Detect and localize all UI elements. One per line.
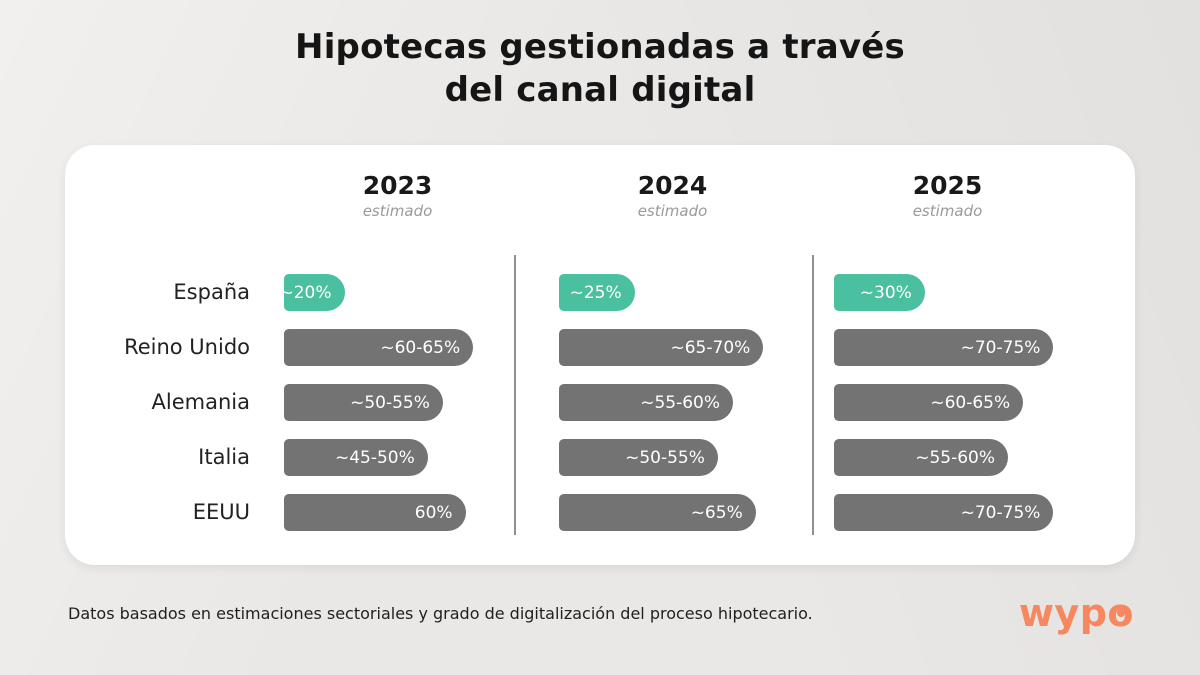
logo-eye-dot (1117, 609, 1125, 617)
year-subtitle: estimado (912, 202, 983, 220)
bar-2024-eeuu: ~65% (559, 494, 756, 531)
column-divider-2 (812, 255, 814, 535)
year-label: 2023 (362, 171, 433, 200)
labels-column: España Reino Unido Alemania Italia EEUU (105, 171, 270, 540)
bar-row-2025-alemania: ~60-65% (834, 375, 1061, 430)
bar-2023-alemania: ~50-55% (284, 384, 443, 421)
bar-2023-italia: ~45-50% (284, 439, 428, 476)
brand-logo: wypo (1019, 594, 1134, 632)
footnote: Datos basados en estimaciones sectoriale… (68, 603, 813, 623)
bar-row-2024-italia: ~50-55% (559, 430, 786, 485)
year-label: 2024 (637, 171, 708, 200)
page-title: Hipotecas gestionadas a través del canal… (0, 0, 1200, 112)
bar-2025-eeuu: ~70-75% (834, 494, 1054, 531)
bar-2023-eeuu: 60% (284, 494, 466, 531)
bar-2024-alemania: ~55-60% (559, 384, 734, 421)
bar-row-2025-italia: ~55-60% (834, 430, 1061, 485)
bar-2024-espana: ~25% (559, 274, 635, 311)
labels-header-spacer (105, 171, 270, 265)
footer: Datos basados en estimaciones sectoriale… (68, 594, 1134, 632)
year-header-2024: 2024 estimado (559, 171, 786, 221)
bar-row-2023-eeuu: 60% (284, 485, 511, 540)
year-subtitle: estimado (362, 202, 433, 220)
year-subtitle: estimado (637, 202, 708, 220)
year-column-2023: 2023 estimado ~20% ~60-65% ~50-55% ~45-50% 60% (270, 171, 545, 540)
bar-row-2024-eeuu: ~65% (559, 485, 786, 540)
brand-logo-text: wypo (1018, 591, 1134, 635)
row-label-reino-unido: Reino Unido (124, 335, 250, 359)
bar-2025-reino-unido: ~70-75% (834, 329, 1054, 366)
row-label-alemania: Alemania (151, 390, 250, 414)
bar-row-2023-alemania: ~50-55% (284, 375, 511, 430)
bar-2025-italia: ~55-60% (834, 439, 1009, 476)
bar-2024-italia: ~50-55% (559, 439, 718, 476)
bar-row-2025-reino-unido: ~70-75% (834, 320, 1061, 375)
year-header-2023: 2023 estimado (284, 171, 511, 221)
page-title-line-2: del canal digital (444, 69, 756, 110)
row-label-eeuu: EEUU (192, 500, 250, 524)
bar-2023-reino-unido: ~60-65% (284, 329, 474, 366)
bar-row-2023-reino-unido: ~60-65% (284, 320, 511, 375)
bar-row-2025-eeuu: ~70-75% (834, 485, 1061, 540)
bar-2024-reino-unido: ~65-70% (559, 329, 764, 366)
chart: España Reino Unido Alemania Italia EEUU 2023… (65, 145, 1135, 540)
year-label: 2025 (912, 171, 983, 200)
bar-2025-espana: ~30% (834, 274, 925, 311)
bar-2025-alemania: ~60-65% (834, 384, 1024, 421)
bar-2023-espana: ~20% (280, 274, 345, 311)
year-column-2024: 2024 estimado ~25% ~65-70% ~55-60% ~50-55% ~65… (545, 171, 820, 540)
year-column-2025: 2025 estimado ~30% ~70-75% ~60-65% ~55-60% ~70… (820, 171, 1095, 540)
bar-row-2024-reino-unido: ~65-70% (559, 320, 786, 375)
bar-row-2025-espana: ~30% (834, 265, 1061, 320)
row-label-italia: Italia (198, 445, 250, 469)
bar-row-2024-espana: ~25% (559, 265, 786, 320)
bar-row-2023-italia: ~45-50% (284, 430, 511, 485)
chart-card: España Reino Unido Alemania Italia EEUU 2023… (65, 145, 1135, 565)
year-header-2025: 2025 estimado (834, 171, 1061, 221)
column-divider-1 (514, 255, 516, 535)
row-label-espana: España (173, 280, 250, 304)
bar-row-2024-alemania: ~55-60% (559, 375, 786, 430)
bar-row-2023-espana: ~20% (280, 265, 511, 320)
page-title-line-1: Hipotecas gestionadas a través (295, 27, 905, 67)
